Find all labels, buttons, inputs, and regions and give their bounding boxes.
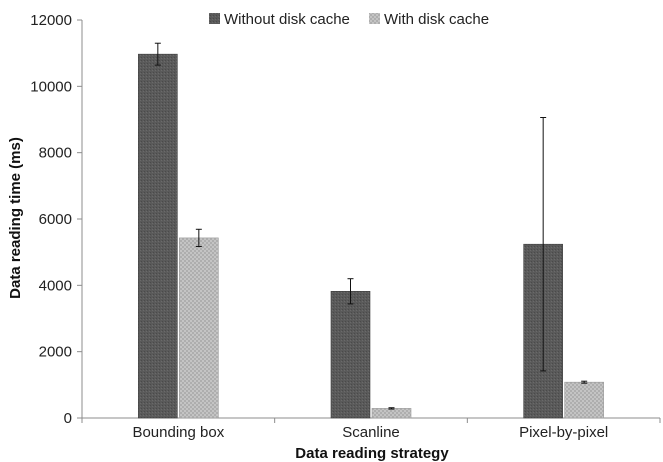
y-tick-label: 12000 — [30, 12, 72, 29]
y-tick-label: 2000 — [39, 344, 72, 361]
bar-with-cache — [564, 381, 604, 419]
x-axis: Bounding box Scanline Pixel-by-pixel — [81, 417, 661, 441]
legend-label-without-cache: Without disk cache — [224, 11, 350, 28]
y-tick-label: 4000 — [39, 277, 72, 294]
y-tick-label: 0 — [64, 410, 72, 427]
legend: Without disk cache With disk cache — [209, 11, 489, 28]
bars — [138, 53, 604, 419]
legend-swatch-without-cache — [209, 13, 220, 24]
x-tick-label: Scanline — [342, 424, 400, 441]
y-tick-label: 6000 — [39, 211, 72, 228]
y-tick-label: 8000 — [39, 145, 72, 162]
x-tick-label: Bounding box — [132, 424, 224, 441]
x-tick-label: Pixel-by-pixel — [519, 424, 608, 441]
bar-with-cache — [371, 408, 412, 419]
y-tick-label: 10000 — [30, 78, 72, 95]
bar-without-cache — [330, 291, 371, 419]
legend-label-with-cache: With disk cache — [384, 11, 489, 28]
bar-without-cache — [138, 53, 178, 419]
y-axis: 0 2000 4000 6000 8000 10000 12000 — [30, 12, 83, 427]
bar-with-cache — [179, 237, 219, 419]
x-axis-title: Data reading strategy — [295, 445, 449, 462]
y-axis-title: Data reading time (ms) — [7, 137, 24, 299]
legend-swatch-with-cache — [369, 13, 380, 24]
error-bars — [154, 42, 588, 410]
